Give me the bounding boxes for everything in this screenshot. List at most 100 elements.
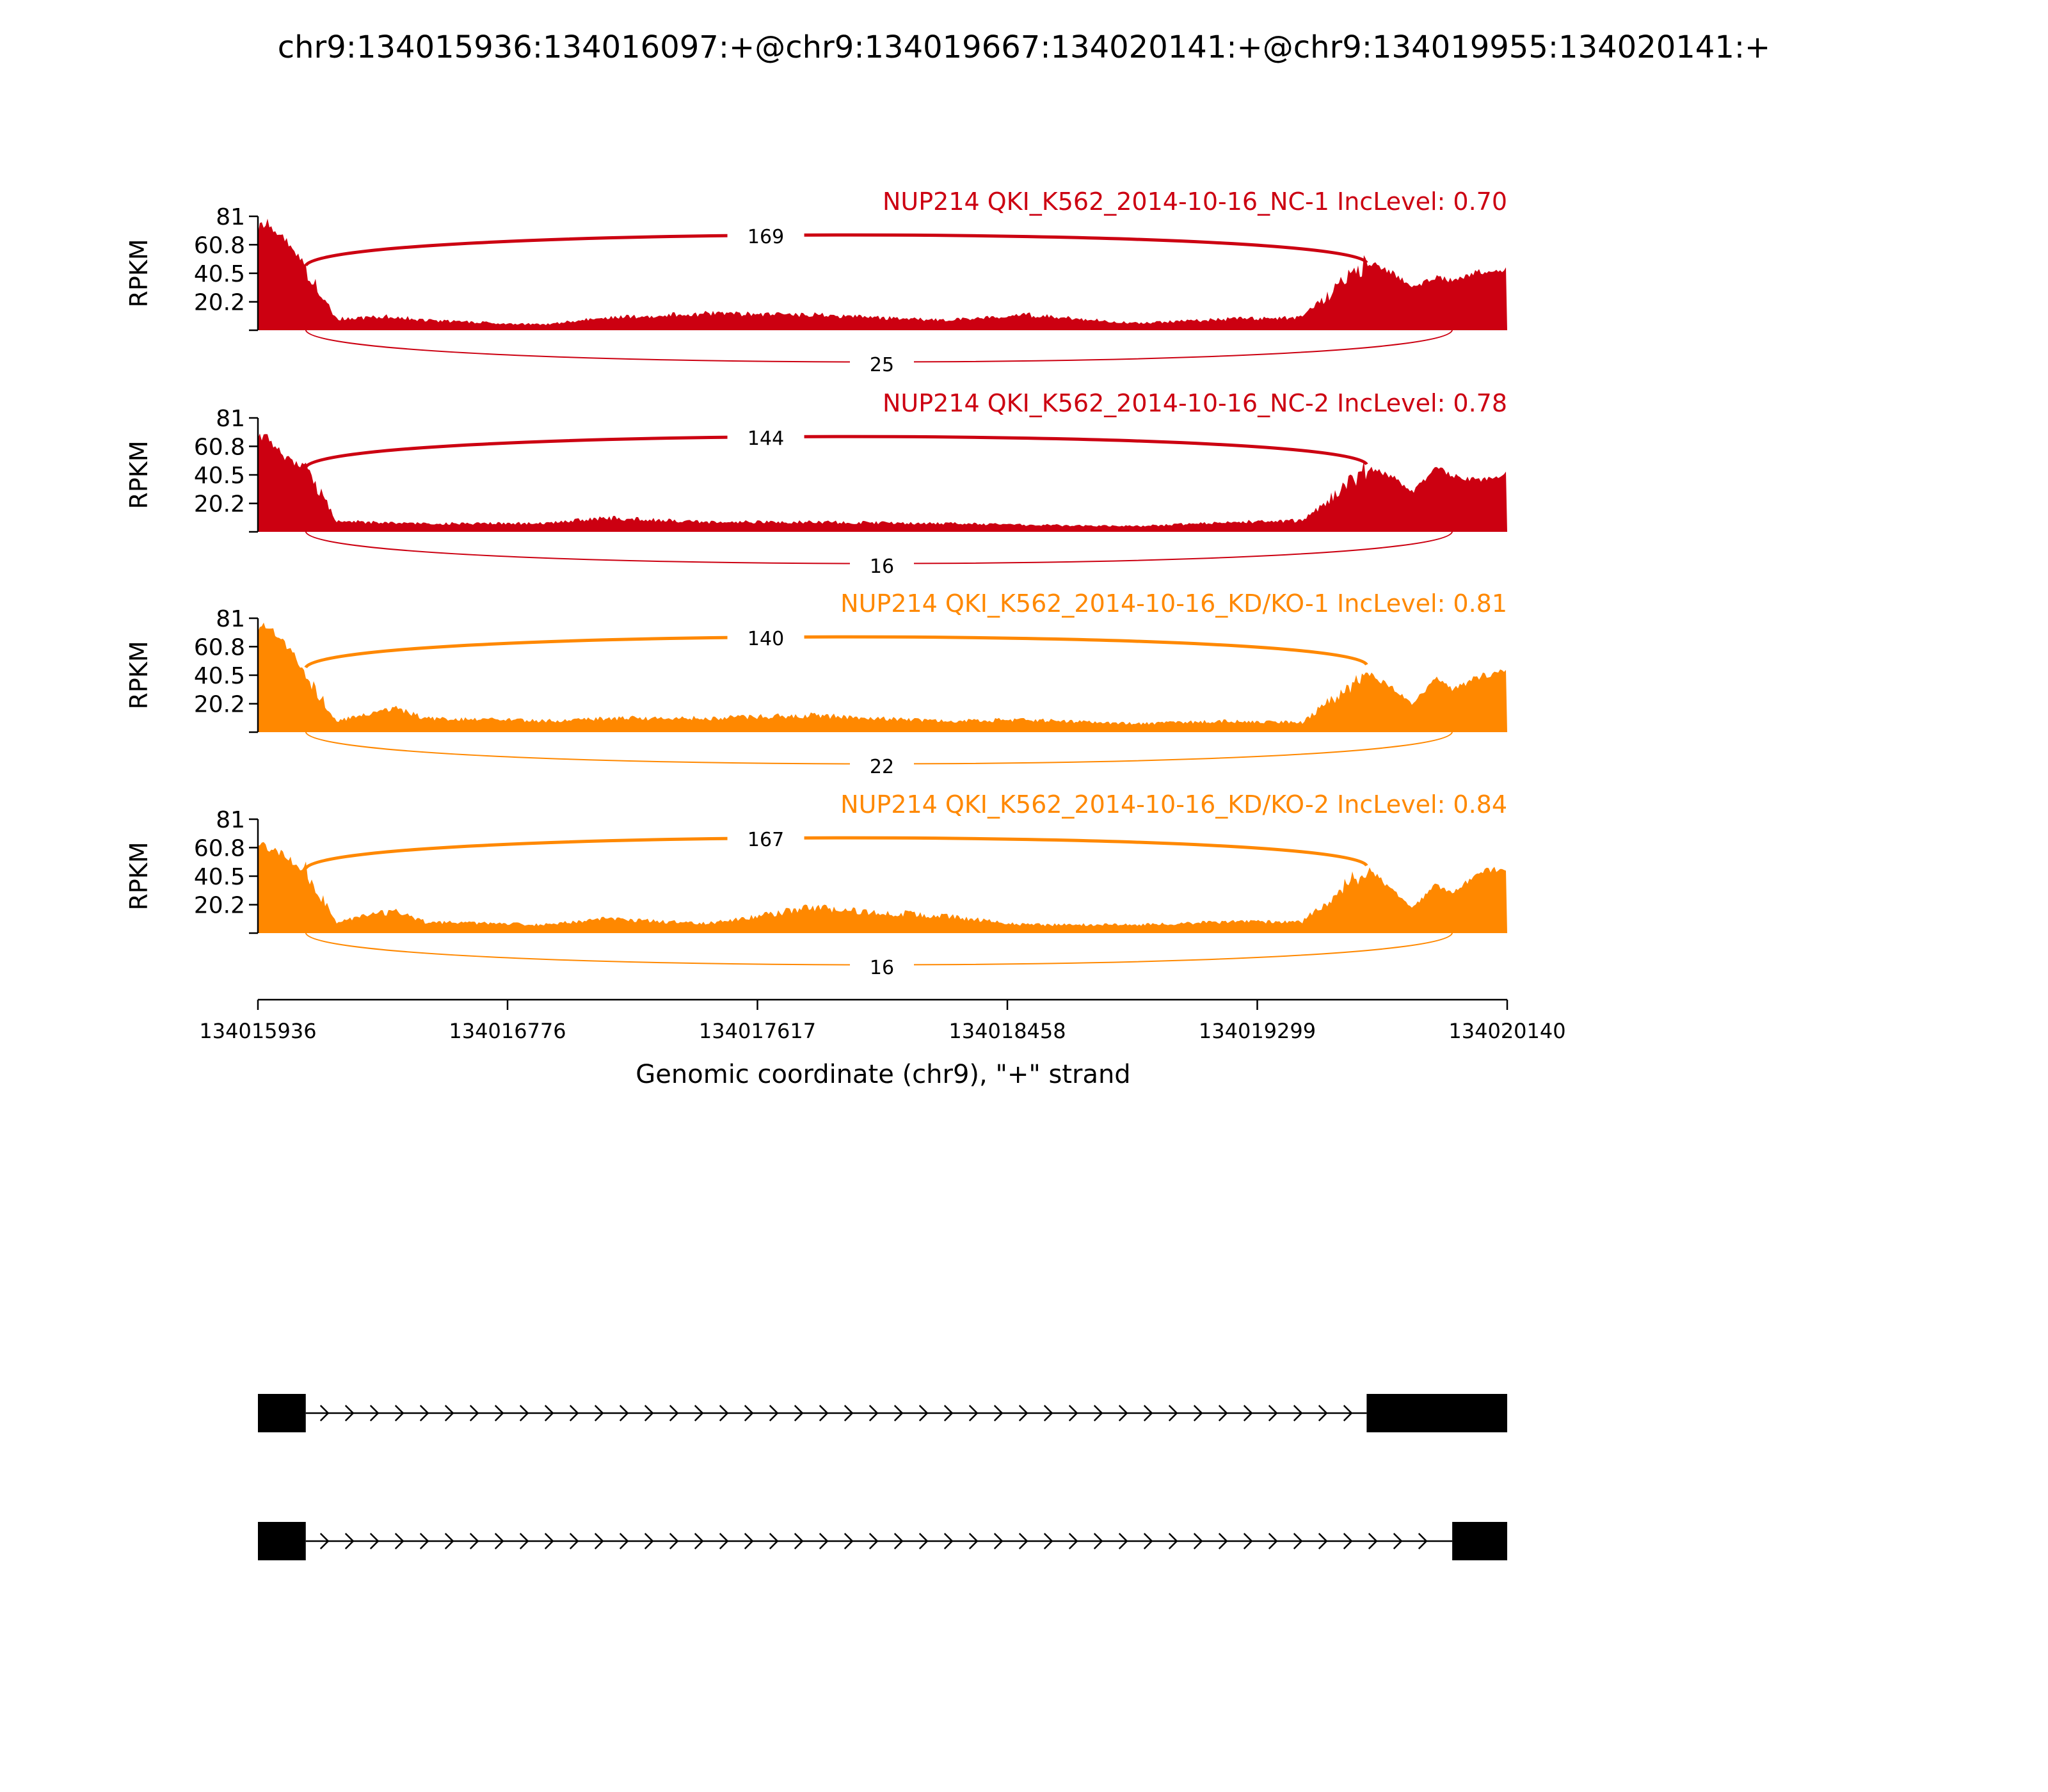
coverage-area: [258, 622, 1507, 732]
strand-arrow: [918, 1405, 929, 1421]
strand-arrow: [1143, 1405, 1153, 1421]
strand-arrow: [1168, 1405, 1178, 1421]
strand-arrow: [1168, 1533, 1178, 1549]
strand-arrow: [1218, 1405, 1228, 1421]
strand-arrow: [419, 1533, 429, 1549]
strand-arrow: [1393, 1533, 1403, 1549]
strand-arrow: [319, 1405, 330, 1421]
strand-arrow: [669, 1405, 679, 1421]
strand-arrow: [594, 1405, 604, 1421]
strand-arrow: [719, 1533, 729, 1549]
strand-arrow: [794, 1405, 804, 1421]
strand-arrow: [469, 1405, 479, 1421]
strand-arrow: [569, 1405, 579, 1421]
strand-arrow: [819, 1533, 829, 1549]
isoform-1: [258, 1394, 1507, 1432]
strand-arrow: [444, 1533, 454, 1549]
strand-arrow: [519, 1405, 529, 1421]
x-tick-label: 134015936: [199, 1019, 316, 1043]
inclusion-junction-count: 169: [748, 226, 784, 248]
strand-arrow: [669, 1533, 679, 1549]
strand-arrow: [1243, 1533, 1253, 1549]
strand-arrow: [1293, 1533, 1303, 1549]
strand-arrow: [993, 1533, 1004, 1549]
strand-arrow: [1193, 1533, 1203, 1549]
strand-arrow: [1118, 1533, 1128, 1549]
inclusion-junction-count: 140: [748, 628, 784, 650]
strand-arrow: [1193, 1405, 1203, 1421]
strand-arrow: [943, 1533, 954, 1549]
strand-arrow: [1343, 1533, 1353, 1549]
strand-arrow: [344, 1405, 355, 1421]
y-tick-label: 81: [216, 606, 245, 632]
strand-arrow: [1143, 1533, 1153, 1549]
strand-arrow: [744, 1405, 754, 1421]
strand-arrow: [1318, 1533, 1328, 1549]
y-tick-label: 81: [216, 406, 245, 432]
strand-arrow: [1293, 1405, 1303, 1421]
isoform-track: [258, 1394, 1507, 1560]
y-axis-label: RPKM: [125, 641, 153, 709]
strand-arrow: [1268, 1533, 1278, 1549]
strand-arrow: [943, 1405, 954, 1421]
figure-title: chr9:134015936:134016097:+@chr9:13401966…: [278, 29, 1771, 65]
strand-arrow: [444, 1405, 454, 1421]
strand-arrow: [918, 1533, 929, 1549]
strand-arrow: [819, 1405, 829, 1421]
y-tick-label: 20.2: [194, 692, 245, 718]
junction-count-box: [727, 625, 804, 650]
skipping-junction-count: 16: [870, 957, 894, 979]
strand-arrow: [619, 1405, 629, 1421]
y-tick-label: 40.5: [194, 261, 245, 287]
strand-arrow: [419, 1405, 429, 1421]
strand-arrow: [893, 1405, 904, 1421]
inclusion-junction-count: 144: [748, 428, 784, 450]
strand-arrow: [868, 1533, 879, 1549]
strand-arrow: [1243, 1405, 1253, 1421]
strand-arrow: [1268, 1405, 1278, 1421]
x-tick-label: 134018458: [948, 1019, 1066, 1043]
junction-count-box: [850, 753, 914, 778]
panel-4: 20.2 40.5 60.881 RPKM NUP214 QKI_K562_2014-1…: [125, 790, 1507, 979]
strand-arrow: [494, 1405, 504, 1421]
strand-arrow: [1093, 1405, 1103, 1421]
strand-arrow: [1368, 1533, 1378, 1549]
y-axis-label: RPKM: [125, 842, 153, 910]
strand-arrow: [794, 1533, 804, 1549]
strand-arrow: [769, 1533, 779, 1549]
strand-arrow: [469, 1533, 479, 1549]
strand-arrow: [394, 1405, 404, 1421]
strand-arrow: [694, 1533, 704, 1549]
strand-arrow: [344, 1533, 355, 1549]
junction-count-box: [727, 826, 804, 851]
y-tick-label: 81: [216, 807, 245, 833]
y-tick-label: 20.2: [194, 492, 245, 518]
junction-count-box: [850, 351, 914, 376]
strand-arrow: [369, 1533, 380, 1549]
strand-arrow: [694, 1405, 704, 1421]
y-tick-label: 40.5: [194, 864, 245, 890]
y-axis-label: RPKM: [125, 239, 153, 307]
x-tick-label: 134020140: [1448, 1019, 1565, 1043]
coverage-area: [258, 433, 1507, 532]
strand-arrow: [544, 1405, 554, 1421]
strand-arrow: [1018, 1405, 1028, 1421]
strand-arrow: [1093, 1533, 1103, 1549]
strand-arrow: [544, 1533, 554, 1549]
panel-2: 20.2 40.5 60.881 RPKM NUP214 QKI_K562_2014-1…: [125, 389, 1507, 578]
strand-arrow: [844, 1533, 854, 1549]
strand-arrow: [968, 1533, 979, 1549]
exon-block: [258, 1522, 306, 1560]
strand-arrow: [844, 1405, 854, 1421]
inclusion-junction-arc: [304, 233, 1368, 267]
strand-arrow: [744, 1533, 754, 1549]
strand-arrow: [1018, 1533, 1028, 1549]
sample-label: NUP214 QKI_K562_2014-10-16_KD/KO-1 IncLe…: [840, 589, 1507, 618]
strand-arrow: [1043, 1405, 1053, 1421]
strand-arrow: [1043, 1533, 1053, 1549]
strand-arrow: [1068, 1533, 1078, 1549]
skipping-junction-count: 22: [870, 756, 894, 778]
strand-arrow: [868, 1405, 879, 1421]
